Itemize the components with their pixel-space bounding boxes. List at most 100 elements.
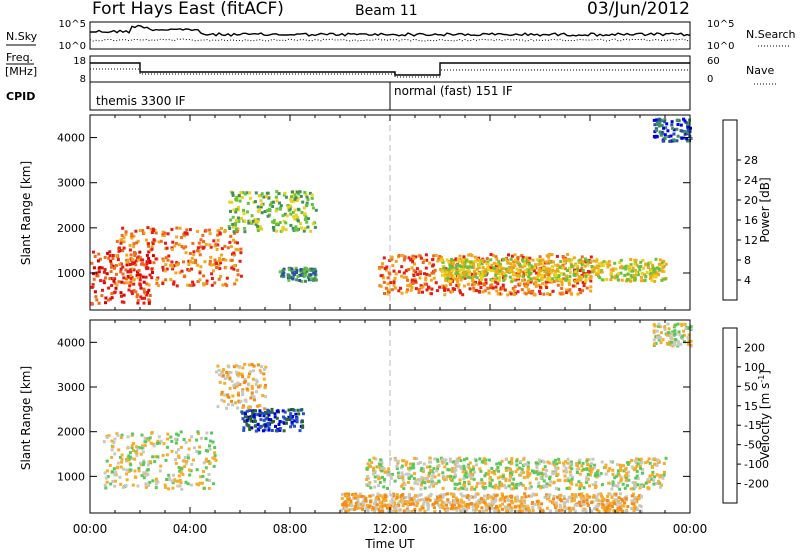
- velocity-cell: [575, 483, 579, 487]
- power-cell: [190, 256, 194, 260]
- power-cell: [659, 133, 663, 137]
- velocity-cell: [208, 479, 212, 483]
- power-cell: [484, 268, 487, 272]
- power-cell: [248, 191, 252, 195]
- velocity-cell: [588, 473, 592, 477]
- power-cell: [570, 258, 574, 262]
- power-cell: [474, 259, 477, 263]
- velocity-cell: [595, 475, 599, 479]
- velocity-cell: [151, 479, 155, 483]
- velocity-cell: [456, 464, 460, 468]
- power-cell: [675, 118, 679, 122]
- velocity-cell: [378, 481, 382, 484]
- power-cell: [400, 291, 404, 295]
- power-cell: [670, 120, 674, 124]
- velocity-cell: [464, 470, 468, 474]
- velocity-cell: [543, 472, 547, 476]
- power-cell: [467, 253, 471, 257]
- power-cell: [494, 280, 498, 284]
- power-cell: [122, 293, 126, 297]
- power-cell: [655, 123, 659, 127]
- power-cell: [397, 270, 401, 274]
- power-cell: [506, 269, 510, 273]
- velocity-cell: [254, 382, 258, 386]
- velocity-cell: [639, 457, 643, 461]
- power-cell: [449, 290, 453, 294]
- velocity-cell: [471, 508, 475, 512]
- velocity-cell: [265, 412, 269, 416]
- power-cell: [608, 263, 612, 267]
- power-cell: [490, 269, 493, 273]
- power-cell: [182, 232, 186, 236]
- power-cell: [119, 267, 123, 271]
- velocity-cell: [582, 496, 586, 500]
- velocity-cell: [627, 478, 631, 482]
- power-cell: [296, 207, 300, 211]
- velocity-cell: [376, 492, 380, 496]
- velocity-cell: [463, 480, 466, 484]
- power-cell: [236, 273, 240, 277]
- velocity-cell: [471, 502, 475, 506]
- power-cell: [663, 118, 667, 122]
- velocity-cell: [206, 449, 209, 453]
- velocity-cell: [176, 448, 180, 452]
- velocity-cell: [619, 477, 623, 481]
- velocity-cell: [618, 463, 622, 467]
- velocity-cell: [379, 458, 383, 462]
- velocity-cell: [600, 460, 604, 464]
- power-cell: [556, 283, 560, 287]
- velocity-cell: [362, 497, 366, 501]
- power-cell: [182, 275, 186, 279]
- velocity-cell: [633, 499, 637, 503]
- velocity-cell: [157, 435, 161, 439]
- power-cell: [454, 277, 458, 281]
- power-cell: [294, 213, 298, 217]
- velocity-cell: [501, 476, 505, 480]
- power-cell: [215, 266, 219, 269]
- power-cell: [245, 191, 249, 195]
- velocity-cell: [425, 477, 429, 481]
- velocity-cell: [372, 466, 376, 470]
- velocity-cell: [570, 493, 574, 497]
- power-cell: [459, 277, 463, 281]
- power-cell: [643, 278, 647, 282]
- power-cell: [93, 255, 97, 258]
- power-cell: [229, 218, 233, 222]
- power-cell: [204, 228, 208, 232]
- power-cell: [518, 282, 522, 286]
- velocity-cell: [519, 473, 523, 477]
- velocity-cell: [657, 322, 661, 326]
- velocity-cell: [503, 499, 507, 503]
- velocity-cell: [462, 477, 466, 481]
- velocity-cell: [165, 478, 169, 481]
- velocity-cell: [259, 371, 263, 375]
- power-cell: [392, 281, 396, 284]
- velocity-cell: [673, 329, 677, 333]
- power-cell: [461, 265, 465, 269]
- velocity-cell: [250, 393, 254, 397]
- power-cell: [218, 231, 222, 235]
- velocity-cell: [258, 426, 262, 429]
- velocity-cell: [490, 470, 494, 474]
- velocity-cell: [522, 457, 526, 461]
- power-cell: [311, 278, 315, 282]
- power-cell: [239, 247, 243, 251]
- power-cell: [295, 271, 299, 274]
- power-cell: [463, 284, 466, 288]
- velocity-cell: [633, 459, 637, 463]
- velocity-cell: [119, 482, 123, 486]
- power-cell: [554, 279, 558, 282]
- power-cell: [175, 235, 179, 239]
- velocity-cell: [436, 467, 439, 471]
- power-cell: [306, 225, 310, 229]
- power-cell: [164, 256, 168, 260]
- power-cell: [137, 269, 141, 273]
- power-cell: [117, 248, 121, 252]
- velocity-cell: [679, 342, 683, 346]
- velocity-cell: [178, 479, 182, 482]
- power-cell: [516, 276, 520, 280]
- power-cell: [450, 277, 453, 281]
- power-cell: [180, 269, 184, 273]
- power-cell: [405, 275, 409, 279]
- power-cell: [489, 258, 493, 262]
